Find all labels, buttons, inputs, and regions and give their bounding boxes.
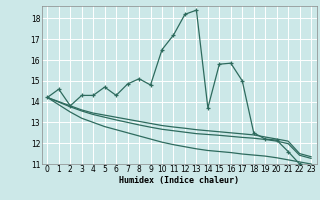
- X-axis label: Humidex (Indice chaleur): Humidex (Indice chaleur): [119, 176, 239, 185]
